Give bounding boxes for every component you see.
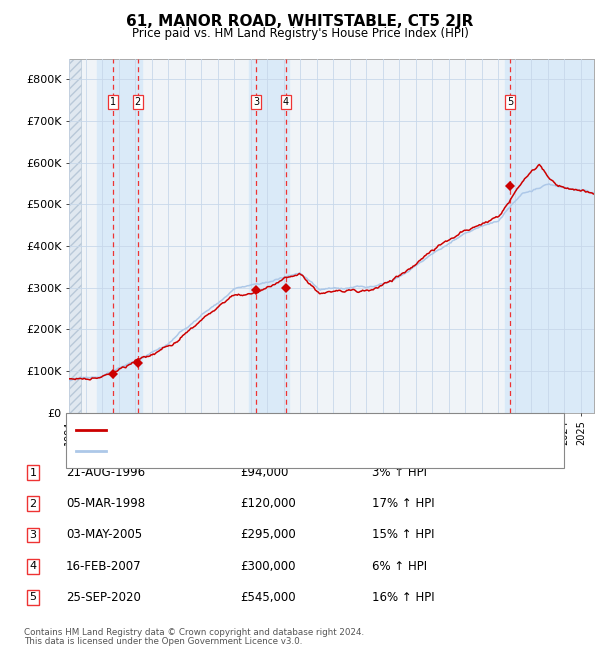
Text: £295,000: £295,000 xyxy=(240,528,296,541)
Text: 16% ↑ HPI: 16% ↑ HPI xyxy=(372,591,434,604)
Text: HPI: Average price, detached house, Canterbury: HPI: Average price, detached house, Cant… xyxy=(112,446,364,456)
Text: 2: 2 xyxy=(135,98,141,107)
Text: 4: 4 xyxy=(283,98,289,107)
Text: £120,000: £120,000 xyxy=(240,497,296,510)
Text: £545,000: £545,000 xyxy=(240,591,296,604)
Bar xyxy=(505,58,594,413)
Text: 21-AUG-1996: 21-AUG-1996 xyxy=(66,466,145,479)
Text: 2: 2 xyxy=(29,499,37,509)
Text: £300,000: £300,000 xyxy=(240,560,296,573)
Text: 3: 3 xyxy=(253,98,259,107)
Text: 4: 4 xyxy=(29,561,37,571)
Text: 25-SEP-2020: 25-SEP-2020 xyxy=(66,591,141,604)
Text: 61, MANOR ROAD, WHITSTABLE, CT5 2JR (detached house): 61, MANOR ROAD, WHITSTABLE, CT5 2JR (det… xyxy=(112,424,419,435)
Text: 3: 3 xyxy=(29,530,37,540)
Text: 17% ↑ HPI: 17% ↑ HPI xyxy=(372,497,434,510)
Text: 05-MAR-1998: 05-MAR-1998 xyxy=(66,497,145,510)
Text: Contains HM Land Registry data © Crown copyright and database right 2024.: Contains HM Land Registry data © Crown c… xyxy=(24,628,364,637)
Text: 15% ↑ HPI: 15% ↑ HPI xyxy=(372,528,434,541)
Text: 3% ↑ HPI: 3% ↑ HPI xyxy=(372,466,427,479)
Bar xyxy=(97,58,142,413)
Text: £94,000: £94,000 xyxy=(240,466,289,479)
Text: 1: 1 xyxy=(110,98,116,107)
Text: This data is licensed under the Open Government Licence v3.0.: This data is licensed under the Open Gov… xyxy=(24,637,302,646)
Bar xyxy=(249,58,289,413)
Text: 61, MANOR ROAD, WHITSTABLE, CT5 2JR: 61, MANOR ROAD, WHITSTABLE, CT5 2JR xyxy=(127,14,473,29)
Text: 03-MAY-2005: 03-MAY-2005 xyxy=(66,528,142,541)
Text: 1: 1 xyxy=(29,467,37,478)
Text: 5: 5 xyxy=(507,98,514,107)
Text: 5: 5 xyxy=(29,592,37,603)
Text: 16-FEB-2007: 16-FEB-2007 xyxy=(66,560,142,573)
Bar xyxy=(69,58,80,413)
Text: 6% ↑ HPI: 6% ↑ HPI xyxy=(372,560,427,573)
Text: Price paid vs. HM Land Registry's House Price Index (HPI): Price paid vs. HM Land Registry's House … xyxy=(131,27,469,40)
